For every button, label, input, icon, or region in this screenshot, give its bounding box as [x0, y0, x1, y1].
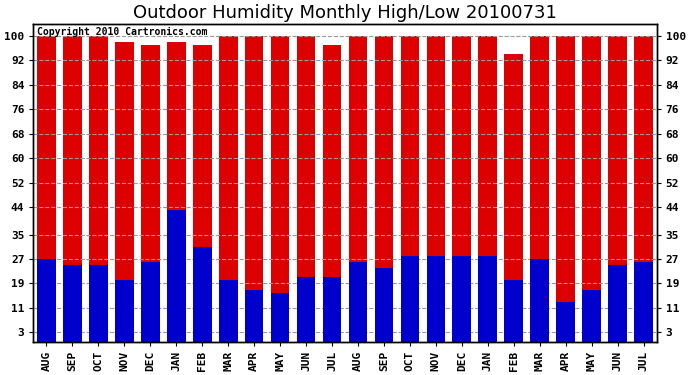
Bar [478, 256, 497, 342]
Bar [219, 280, 237, 342]
Bar [375, 36, 393, 342]
Bar [323, 45, 342, 342]
Bar [245, 36, 264, 342]
Bar [297, 36, 315, 342]
Title: Outdoor Humidity Monthly High/Low 20100731: Outdoor Humidity Monthly High/Low 201007… [133, 4, 557, 22]
Bar [478, 36, 497, 342]
Bar [556, 36, 575, 342]
Bar [609, 36, 627, 342]
Bar [426, 256, 445, 342]
Bar [453, 256, 471, 342]
Bar [634, 262, 653, 342]
Bar [115, 280, 134, 342]
Bar [297, 278, 315, 342]
Bar [89, 36, 108, 342]
Bar [141, 45, 159, 342]
Bar [348, 262, 367, 342]
Bar [270, 292, 289, 342]
Bar [401, 256, 420, 342]
Bar [167, 42, 186, 342]
Bar [63, 265, 81, 342]
Bar [401, 36, 420, 342]
Bar [193, 45, 212, 342]
Bar [193, 247, 212, 342]
Bar [141, 262, 159, 342]
Bar [634, 36, 653, 342]
Bar [504, 54, 523, 342]
Bar [609, 265, 627, 342]
Bar [426, 36, 445, 342]
Text: Copyright 2010 Cartronics.com: Copyright 2010 Cartronics.com [37, 27, 207, 37]
Bar [37, 259, 56, 342]
Bar [375, 268, 393, 342]
Bar [531, 36, 549, 342]
Bar [219, 36, 237, 342]
Bar [582, 36, 601, 342]
Bar [582, 290, 601, 342]
Bar [63, 36, 81, 342]
Bar [531, 259, 549, 342]
Bar [89, 265, 108, 342]
Bar [348, 36, 367, 342]
Bar [245, 290, 264, 342]
Bar [37, 36, 56, 342]
Bar [167, 210, 186, 342]
Bar [115, 42, 134, 342]
Bar [270, 36, 289, 342]
Bar [453, 36, 471, 342]
Bar [556, 302, 575, 342]
Bar [504, 280, 523, 342]
Bar [323, 278, 342, 342]
